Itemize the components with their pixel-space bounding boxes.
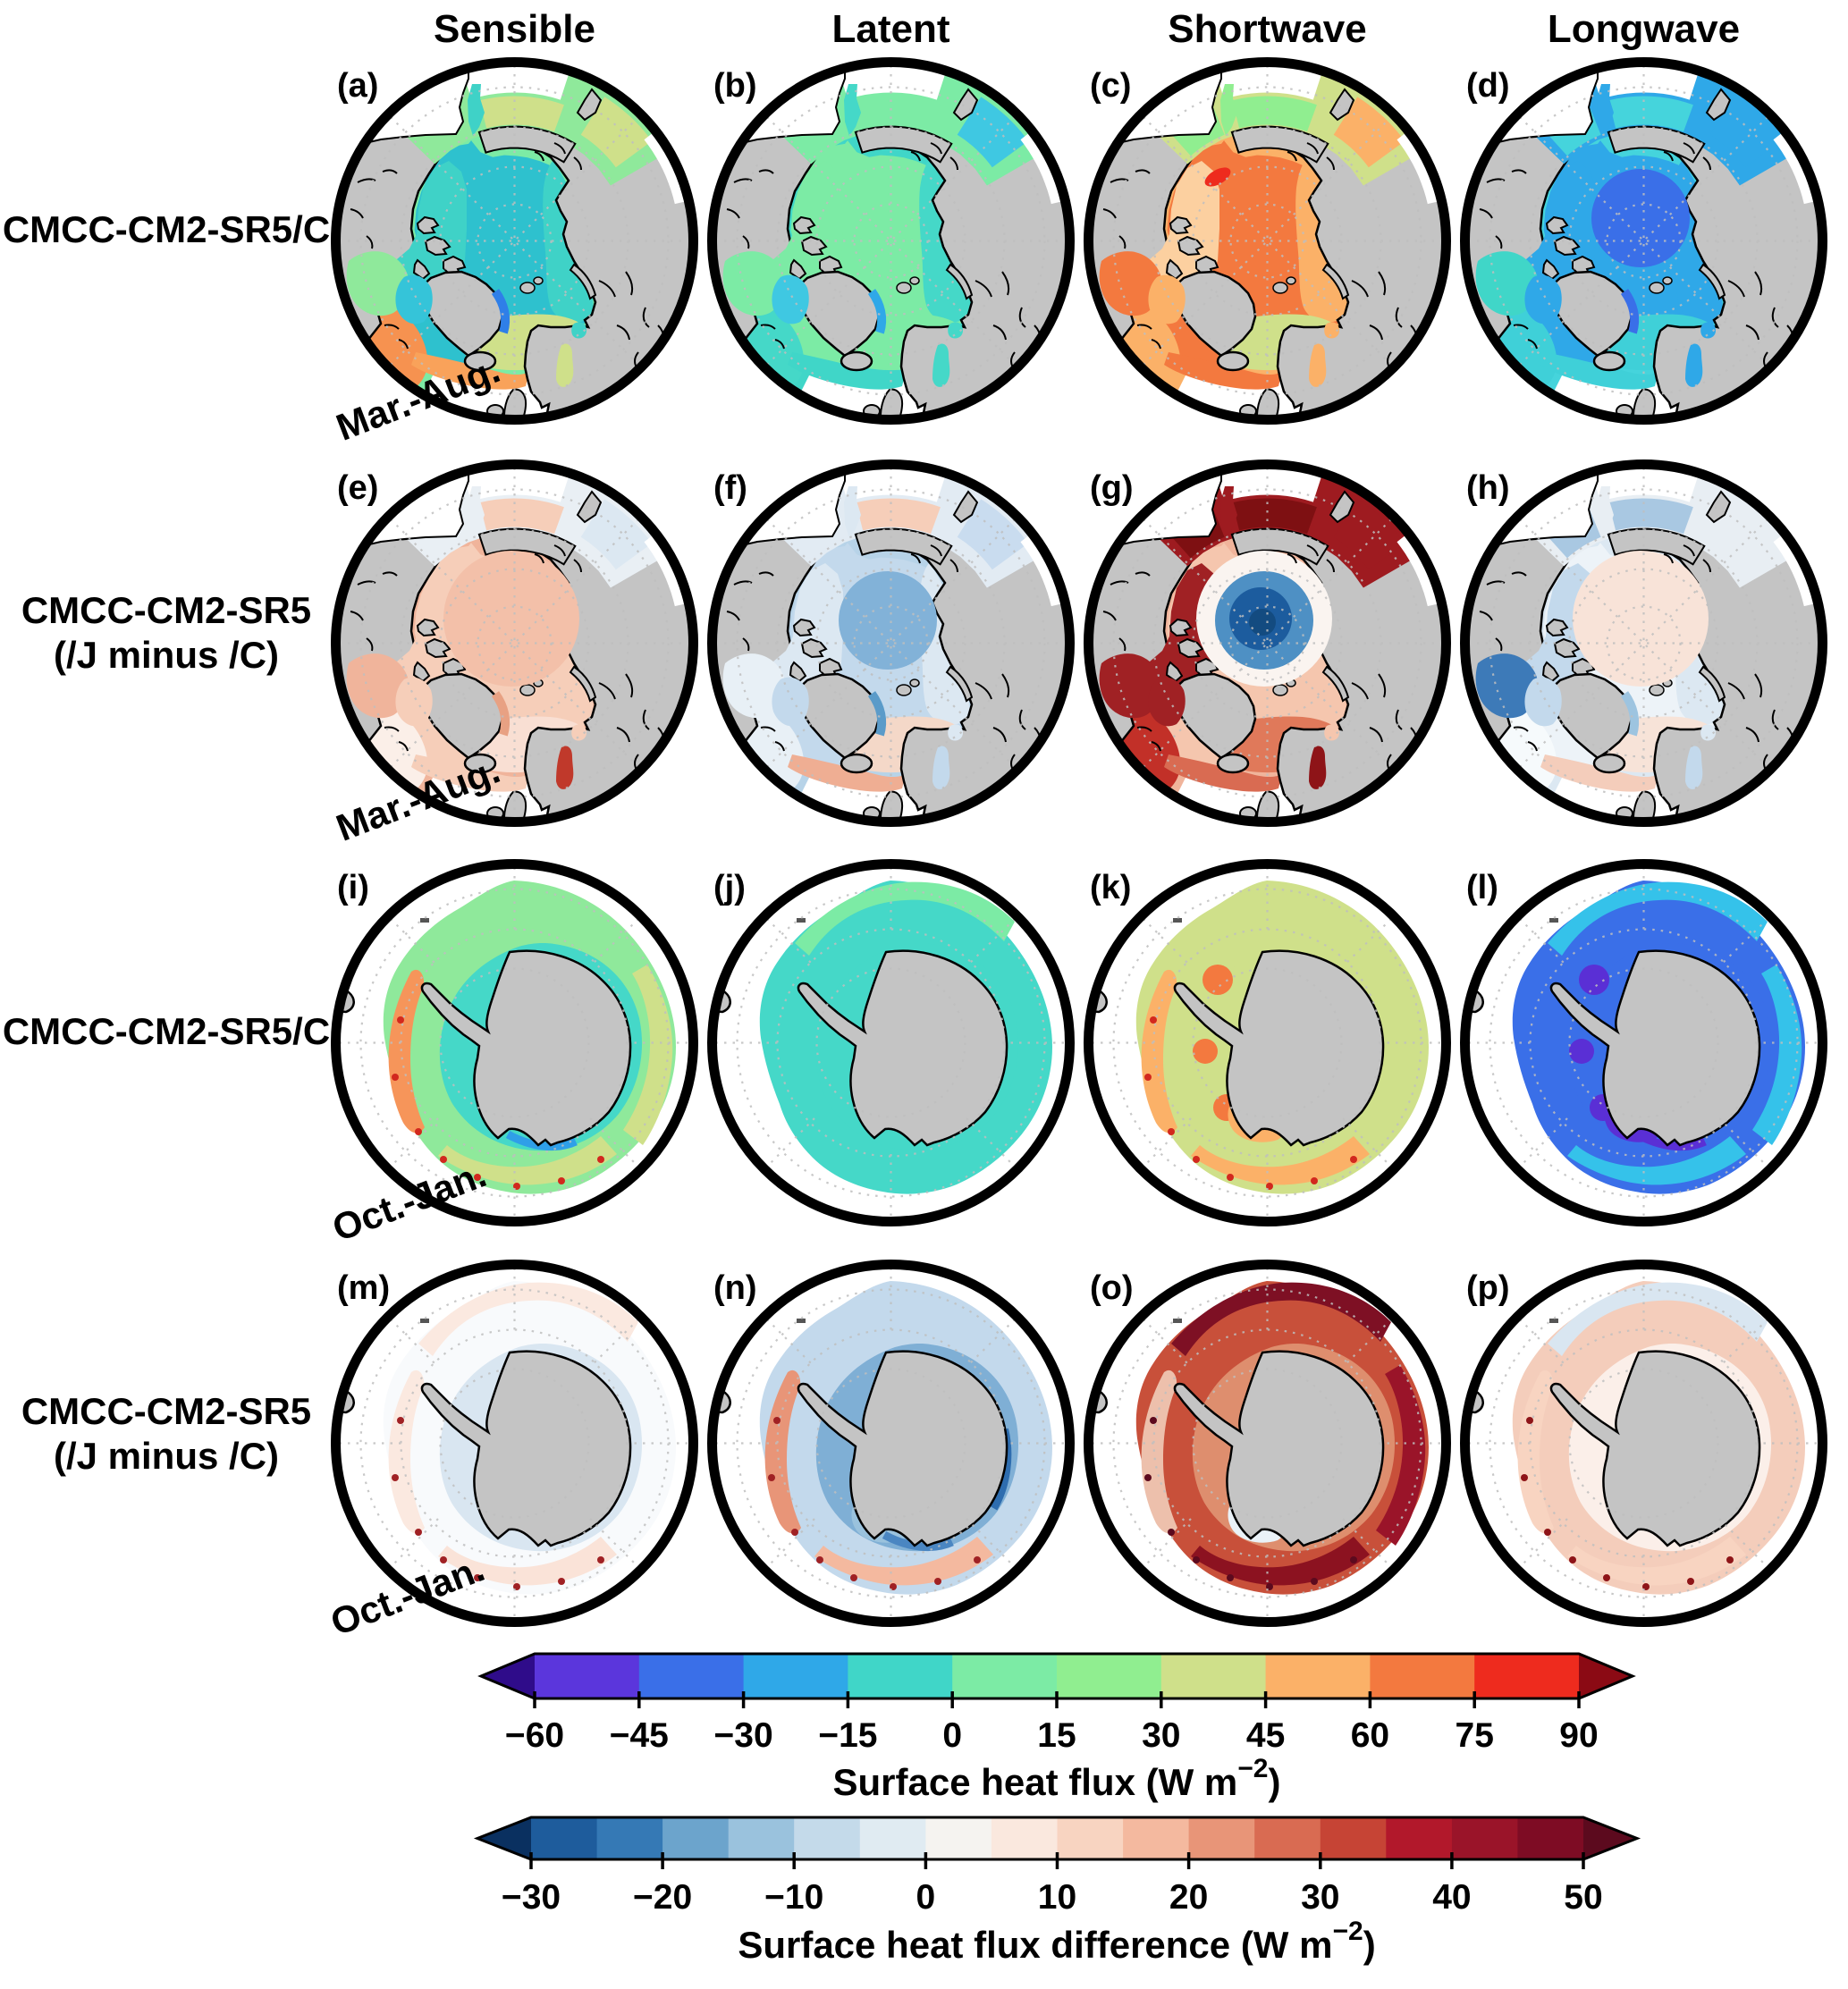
- svg-text:−20: −20: [633, 1878, 692, 1917]
- svg-text:−15: −15: [818, 1716, 877, 1755]
- svg-text:30: 30: [1301, 1878, 1339, 1917]
- svg-text:20: 20: [1169, 1878, 1208, 1917]
- svg-text:45: 45: [1246, 1716, 1285, 1755]
- svg-text:40: 40: [1432, 1878, 1471, 1917]
- svg-text:50: 50: [1564, 1878, 1602, 1917]
- svg-text:−45: −45: [610, 1716, 669, 1755]
- svg-text:−30: −30: [714, 1716, 773, 1755]
- svg-text:75: 75: [1456, 1716, 1494, 1755]
- svg-text:−30: −30: [502, 1878, 561, 1917]
- svg-text:10: 10: [1038, 1878, 1076, 1917]
- svg-text:−10: −10: [764, 1878, 823, 1917]
- svg-text:90: 90: [1559, 1716, 1598, 1755]
- svg-text:30: 30: [1142, 1716, 1180, 1755]
- svg-text:−60: −60: [505, 1716, 564, 1755]
- svg-text:0: 0: [942, 1716, 962, 1755]
- svg-text:15: 15: [1037, 1716, 1076, 1755]
- svg-text:60: 60: [1351, 1716, 1389, 1755]
- svg-text:0: 0: [916, 1878, 936, 1917]
- svg-text:Surface heat flux difference (: Surface heat flux difference (W m−2): [738, 1917, 1375, 1966]
- svg-text:Surface heat flux (W m−2): Surface heat flux (W m−2): [833, 1754, 1281, 1803]
